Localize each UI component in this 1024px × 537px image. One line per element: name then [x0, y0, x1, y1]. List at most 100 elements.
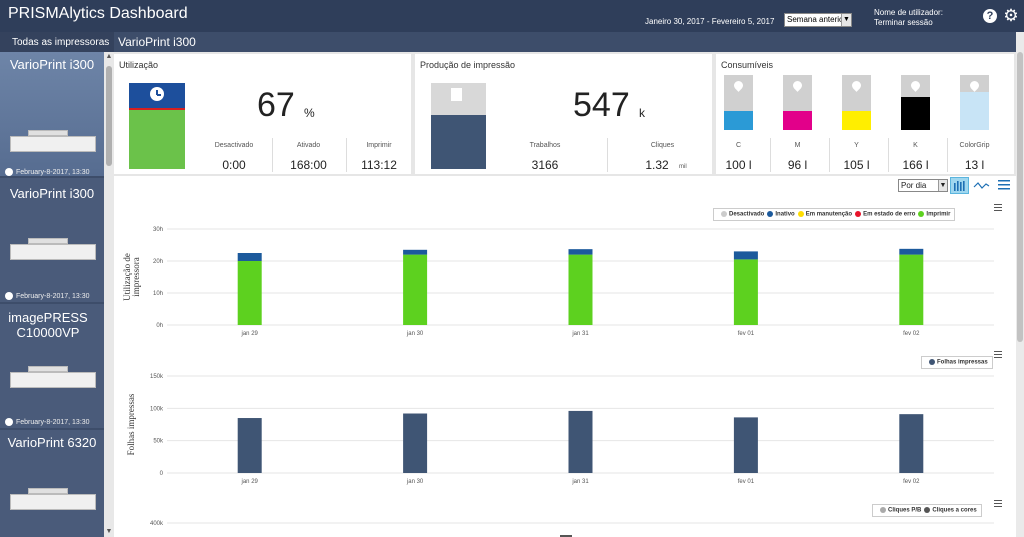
- printer-tile[interactable]: VarioPrint i300 February-8-2017, 13:30: [0, 178, 104, 302]
- ink-tank-m: [783, 75, 812, 130]
- legend-entry[interactable]: Em estado de erro: [863, 211, 916, 218]
- divider: [770, 138, 771, 172]
- bar[interactable]: [733, 251, 758, 260]
- y-axis-label: Folhas impressas: [126, 393, 136, 455]
- list-view-button[interactable]: [994, 177, 1013, 194]
- legend-marker: [767, 211, 774, 217]
- gear-icon[interactable]: ⚙: [1003, 6, 1019, 25]
- period-select[interactable]: Semana anterior ▼: [784, 13, 852, 27]
- y-tick-label: 30h: [153, 227, 163, 233]
- x-tick-label: fev 02: [903, 479, 920, 485]
- utilization-unit: %: [304, 106, 315, 120]
- stat-value: 168:00: [290, 158, 327, 172]
- divider: [829, 138, 830, 172]
- bar[interactable]: [403, 254, 428, 325]
- y-tick-label: 400k: [150, 521, 164, 527]
- menu-icon[interactable]: [994, 500, 1002, 507]
- menu-icon[interactable]: [994, 351, 1002, 358]
- line-chart-view-button[interactable]: [972, 177, 991, 194]
- ink-tank-y: [842, 75, 871, 130]
- bar[interactable]: [733, 417, 758, 473]
- ink-label: M: [794, 142, 801, 149]
- ink-tank-k: [901, 75, 930, 130]
- x-tick-label: jan 30: [406, 331, 424, 337]
- stat-label: Ativado: [296, 142, 321, 149]
- scroll-up-icon[interactable]: ▲: [105, 53, 113, 60]
- legend-marker: [855, 211, 862, 217]
- main-scrollbar[interactable]: [1016, 32, 1024, 537]
- consumables-card[interactable]: Consumíveis C 100 l M 96 l Y 105 l K 166 l Color…: [716, 54, 1014, 174]
- ink-level: [724, 110, 753, 130]
- printer-tile[interactable]: imagePRESS C10000VP February-8-2017, 13:…: [0, 304, 104, 428]
- period-view-select[interactable]: Por dia ▼: [898, 179, 948, 192]
- chart-legend: Desactivado Inativo Em manutenção Em estado…: [713, 208, 956, 221]
- legend-marker: [929, 359, 935, 365]
- y-axis-label: impressora: [131, 257, 141, 297]
- legend-marker: [880, 507, 886, 513]
- ink-drop-icon: [968, 79, 981, 92]
- legend-entry[interactable]: Em manutenção: [805, 211, 853, 218]
- utilization-chart: 0h 10h 20h 30h Utilização de impressora jan 29…: [122, 227, 994, 337]
- ink-value: 105 l: [843, 158, 870, 172]
- legend-entry[interactable]: Cliques a cores: [932, 507, 977, 514]
- divider: [947, 138, 948, 172]
- scrollbar-thumb[interactable]: [1017, 52, 1023, 342]
- logout-link[interactable]: Terminar sessão: [874, 18, 933, 27]
- bar[interactable]: [899, 248, 924, 255]
- app-header: PRISMAlytics Dashboard Janeiro 30, 2017 …: [0, 0, 1024, 32]
- divider: [888, 138, 889, 172]
- chevron-down-icon: ▼: [938, 180, 947, 191]
- printer-tile[interactable]: VarioPrint 6320: [0, 430, 104, 537]
- menu-icon[interactable]: [994, 204, 1002, 211]
- line-chart-icon: [973, 182, 990, 189]
- ink-level: [960, 91, 989, 130]
- bar-chart-icon: [954, 181, 965, 191]
- utilization-gauge: [129, 83, 185, 169]
- x-tick-label: fev 01: [738, 331, 755, 337]
- bar[interactable]: [733, 259, 758, 325]
- y-tick-label: 0: [160, 471, 164, 477]
- bar[interactable]: [560, 535, 572, 537]
- y-tick-label: 50k: [153, 439, 164, 445]
- question-circle-icon[interactable]: ?: [983, 9, 997, 23]
- scrollbar-thumb[interactable]: [106, 66, 112, 166]
- bar[interactable]: [568, 254, 593, 325]
- legend-entry[interactable]: Folhas impressas: [937, 359, 988, 366]
- ink-tank-colorgrip: [960, 75, 989, 130]
- bar[interactable]: [237, 261, 262, 325]
- all-printers-tab[interactable]: Todas as impressoras: [0, 32, 114, 52]
- scroll-down-icon[interactable]: ▼: [105, 528, 113, 535]
- printer-name: VarioPrint i300: [9, 57, 95, 72]
- printer-tile[interactable]: VarioPrint i300 February-8-2017, 13:30: [0, 52, 104, 176]
- printer-timestamp: February-8-2017, 13:30: [5, 418, 90, 426]
- bar[interactable]: [403, 249, 428, 255]
- stat-value: 3166: [531, 158, 559, 172]
- legend-entry[interactable]: Inativo: [775, 211, 795, 218]
- x-tick-label: jan 30: [406, 479, 424, 485]
- sidebar-scrollbar[interactable]: ▲ ▼: [104, 52, 114, 537]
- utilization-card[interactable]: Utilização 67 % Desactivado 0:00 Ativado…: [114, 54, 411, 174]
- bar[interactable]: [899, 414, 924, 473]
- legend-entry[interactable]: Desactivado: [729, 211, 765, 218]
- list-icon: [998, 180, 1010, 190]
- printer-name: VarioPrint i300: [9, 186, 95, 201]
- date-range: Janeiro 30, 2017 - Fevereiro 5, 2017: [645, 17, 775, 26]
- production-card[interactable]: Produção de impressão 547 k Trabalhos 31…: [415, 54, 712, 174]
- ink-tank-c: [724, 75, 753, 130]
- bar[interactable]: [237, 418, 262, 473]
- chart-legend: Folhas impressas: [921, 356, 993, 369]
- y-tick-label: 20h: [153, 259, 163, 265]
- bar[interactable]: [899, 254, 924, 325]
- legend-entry[interactable]: Imprimir: [926, 211, 951, 218]
- bar-chart-view-button[interactable]: [950, 177, 969, 194]
- bar[interactable]: [403, 413, 428, 473]
- y-tick-label: 10h: [153, 291, 163, 297]
- bar[interactable]: [568, 249, 593, 255]
- stat-label: Imprimir: [366, 142, 392, 149]
- bar[interactable]: [237, 253, 262, 261]
- printer-image: [10, 366, 96, 388]
- stat-suffix: mil: [679, 164, 687, 170]
- bar[interactable]: [568, 410, 593, 473]
- legend-entry[interactable]: Cliques P/B: [888, 507, 922, 514]
- y-tick-label: 150k: [150, 374, 164, 380]
